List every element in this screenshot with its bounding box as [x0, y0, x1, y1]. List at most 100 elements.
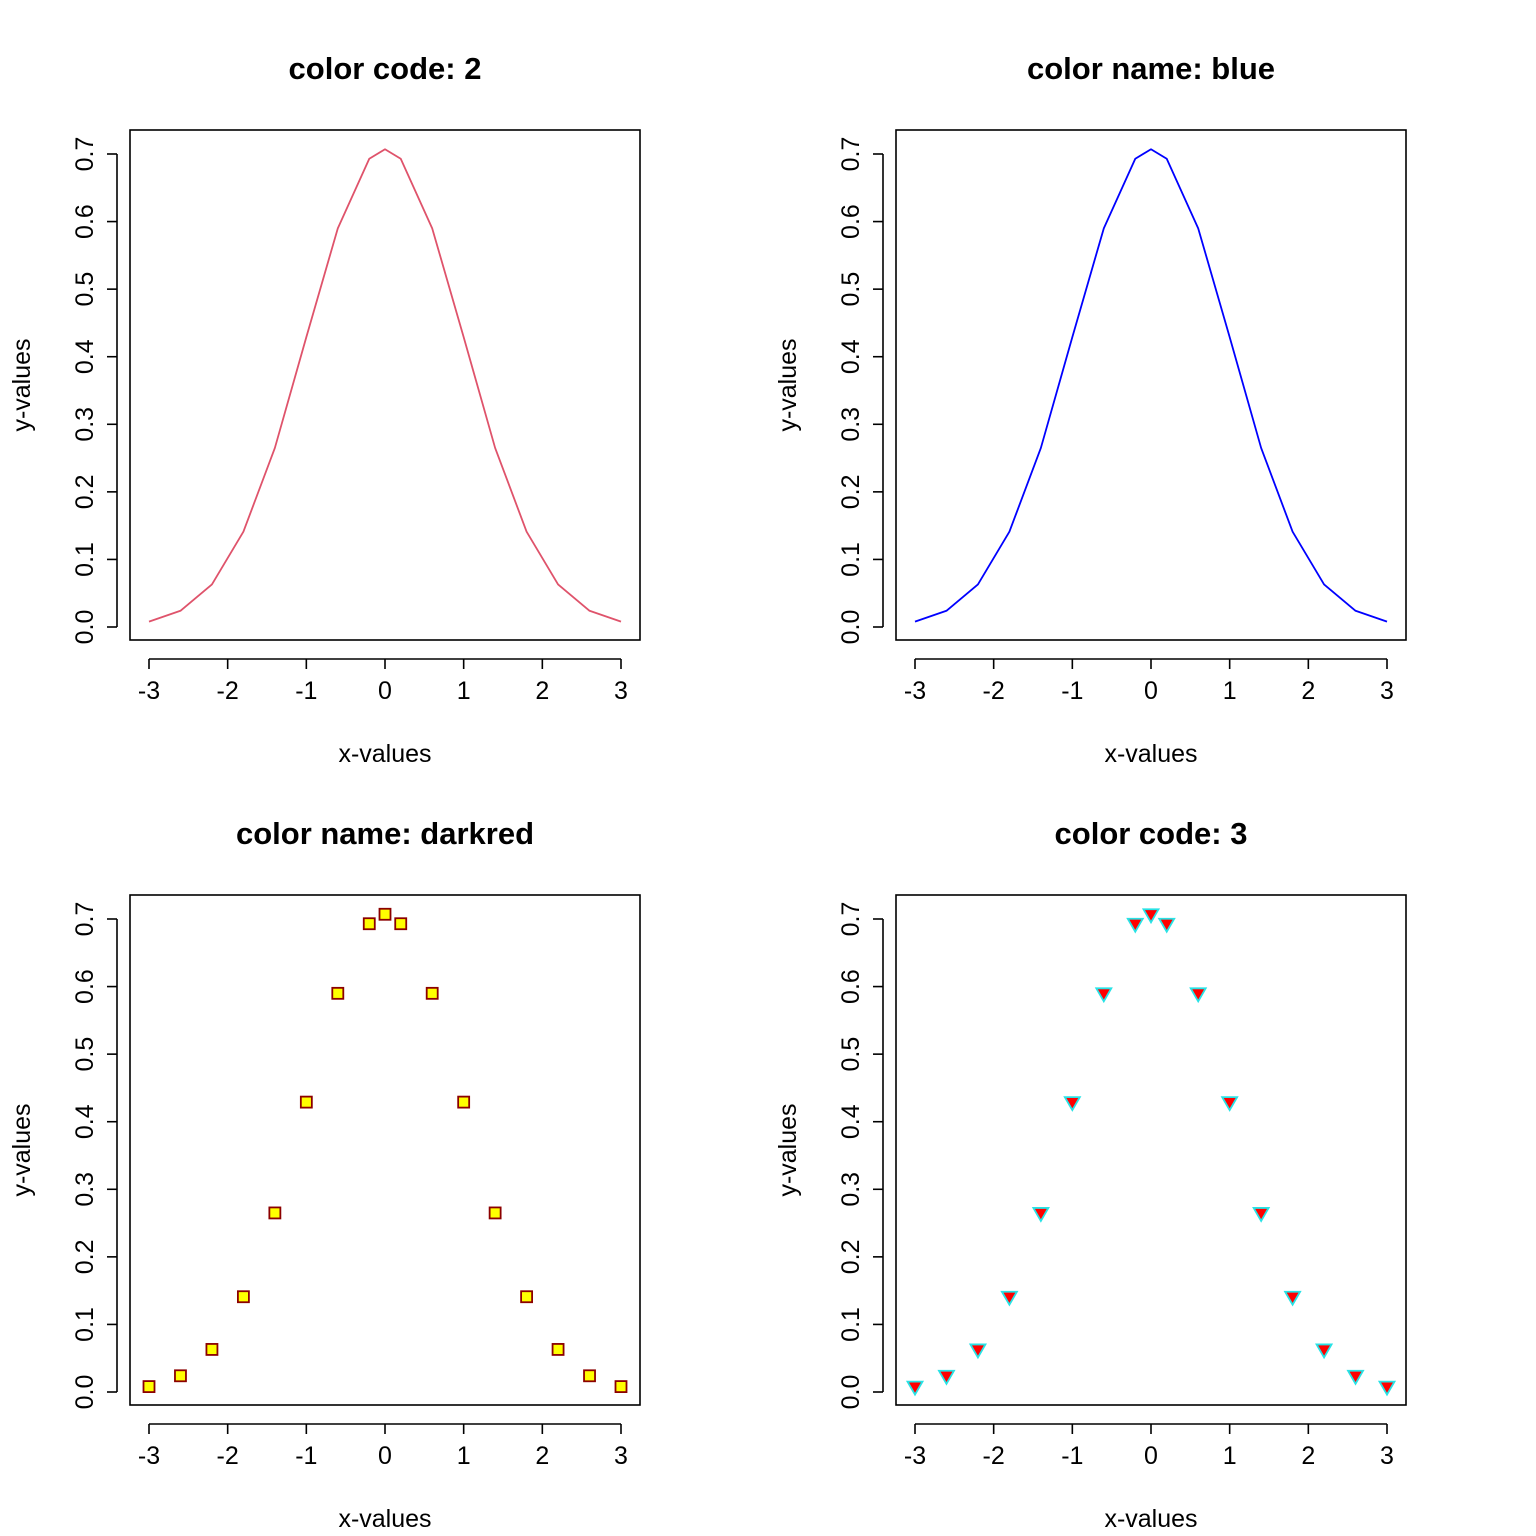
- x-axis-label: x-values: [338, 1505, 431, 1533]
- y-axis-label: y-values: [8, 338, 36, 431]
- data-point: [1377, 1380, 1397, 1397]
- y-tick-label: 0.7: [837, 137, 865, 172]
- y-tick-label: 0.0: [837, 610, 865, 645]
- y-tick-label: 0.7: [837, 902, 865, 937]
- data-point: [1031, 1207, 1050, 1223]
- y-tick-label: 0.3: [837, 407, 865, 442]
- x-tick-label: 0: [378, 677, 392, 705]
- chart-title: color name: blue: [1027, 51, 1275, 86]
- data-point: [1094, 987, 1113, 1004]
- data-point: [1157, 917, 1176, 934]
- y-tick-label: 0.6: [71, 204, 99, 239]
- data-point: [551, 1343, 565, 1356]
- y-tick-label: 0.0: [71, 610, 99, 645]
- data-point: [1346, 1369, 1365, 1386]
- data-point: [457, 1095, 471, 1109]
- y-tick-label: 0.7: [71, 902, 99, 937]
- x-tick-label: -3: [138, 677, 160, 705]
- y-axis-label: y-values: [774, 1103, 802, 1196]
- data-point: [614, 1380, 628, 1393]
- chart-title: color code: 3: [1055, 816, 1248, 851]
- x-tick-label: -1: [1061, 1442, 1083, 1470]
- y-tick-label: 0.1: [837, 1307, 865, 1342]
- x-tick-label: 2: [1301, 1442, 1315, 1470]
- chart-panel-3: color name: darkred -3 -2 -1 0 1 2 3 0.0 0.1 0.2 0.…: [8, 816, 641, 1533]
- x-tick-label: 1: [457, 1442, 471, 1470]
- x-tick-label: -2: [983, 677, 1005, 705]
- plot-frame: [129, 129, 641, 641]
- x-tick-label: 2: [1301, 677, 1315, 705]
- x-tick-label: -2: [983, 1442, 1005, 1470]
- chart-title: color code: 2: [289, 51, 482, 86]
- x-tick-label: -2: [217, 677, 239, 705]
- x-tick-label: -2: [217, 1442, 239, 1470]
- y-tick-label: 0.4: [71, 1104, 99, 1139]
- data-point: [583, 1369, 596, 1383]
- data-point: [425, 986, 439, 1000]
- series-line: [914, 148, 1388, 623]
- y-tick-label: 0.5: [837, 1037, 865, 1072]
- data-point: [362, 917, 376, 931]
- x-tick-label: 0: [1144, 677, 1158, 705]
- data-point: [174, 1369, 187, 1383]
- x-axis-label: x-values: [338, 740, 431, 768]
- data-point: [1252, 1207, 1271, 1223]
- y-tick-label: 0.0: [837, 1375, 865, 1410]
- x-tick-label: 1: [1223, 677, 1237, 705]
- x-tick-label: -3: [904, 677, 926, 705]
- data-point: [1315, 1343, 1334, 1360]
- x-tick-label: 2: [535, 677, 549, 705]
- chart-panel-4: color code: 3 -3 -2 -1 0 1 2 3 0.0 0.1 0.2 0.3 0.4 0.…: [774, 816, 1407, 1533]
- y-tick-label: 0.3: [71, 407, 99, 442]
- chart-panel-2: color name: blue -3 -2 -1 0 1 2 3 0.0 0.1 0.2 0.3 0.…: [774, 51, 1407, 768]
- data-point: [905, 1380, 925, 1397]
- y-tick-label: 0.6: [837, 204, 865, 239]
- data-point: [1283, 1290, 1302, 1307]
- data-point: [299, 1095, 313, 1109]
- y-tick-label: 0.0: [71, 1375, 99, 1410]
- data-point: [937, 1369, 956, 1386]
- data-point: [268, 1206, 282, 1220]
- y-tick-label: 0.6: [837, 969, 865, 1004]
- y-tick-label: 0.5: [71, 1037, 99, 1072]
- data-point: [236, 1290, 250, 1304]
- x-tick-label: 3: [1380, 677, 1394, 705]
- plot-frame: [129, 894, 641, 1406]
- x-tick-label: 0: [1144, 1442, 1158, 1470]
- y-tick-label: 0.4: [71, 339, 99, 374]
- x-tick-label: -3: [904, 1442, 926, 1470]
- data-point: [488, 1206, 502, 1220]
- data-point: [378, 907, 392, 921]
- y-tick-label: 0.4: [837, 339, 865, 374]
- y-tick-label: 0.2: [837, 474, 865, 509]
- data-point: [968, 1343, 987, 1360]
- data-point: [394, 917, 408, 931]
- x-axis-label: x-values: [1104, 740, 1197, 768]
- data-point: [331, 986, 345, 1000]
- x-tick-label: 3: [614, 1442, 628, 1470]
- data-point: [205, 1343, 219, 1356]
- y-tick-label: 0.5: [837, 272, 865, 307]
- y-tick-label: 0.2: [71, 474, 99, 509]
- data-point: [142, 1380, 156, 1393]
- plot-frame: [895, 129, 1407, 641]
- series-line: [148, 148, 622, 623]
- data-point: [1189, 987, 1208, 1004]
- y-tick-label: 0.3: [71, 1172, 99, 1207]
- x-tick-label: 0: [378, 1442, 392, 1470]
- chart-panel-1: color code: 2 -3 -2 -1 0 1 2 3 0.0 0.1 0.2 0.3 0.4 0.…: [8, 51, 641, 768]
- x-tick-label: 3: [1380, 1442, 1394, 1470]
- y-tick-label: 0.7: [71, 137, 99, 172]
- y-tick-label: 0.2: [71, 1239, 99, 1274]
- x-tick-label: -1: [1061, 677, 1083, 705]
- y-axis-label: y-values: [774, 338, 802, 431]
- x-tick-label: 3: [614, 677, 628, 705]
- x-tick-label: -3: [138, 1442, 160, 1470]
- y-tick-label: 0.3: [837, 1172, 865, 1207]
- plot-frame: [895, 894, 1407, 1406]
- x-tick-label: 1: [457, 677, 471, 705]
- x-tick-label: 2: [535, 1442, 549, 1470]
- data-point: [520, 1290, 533, 1304]
- data-point: [1220, 1096, 1239, 1112]
